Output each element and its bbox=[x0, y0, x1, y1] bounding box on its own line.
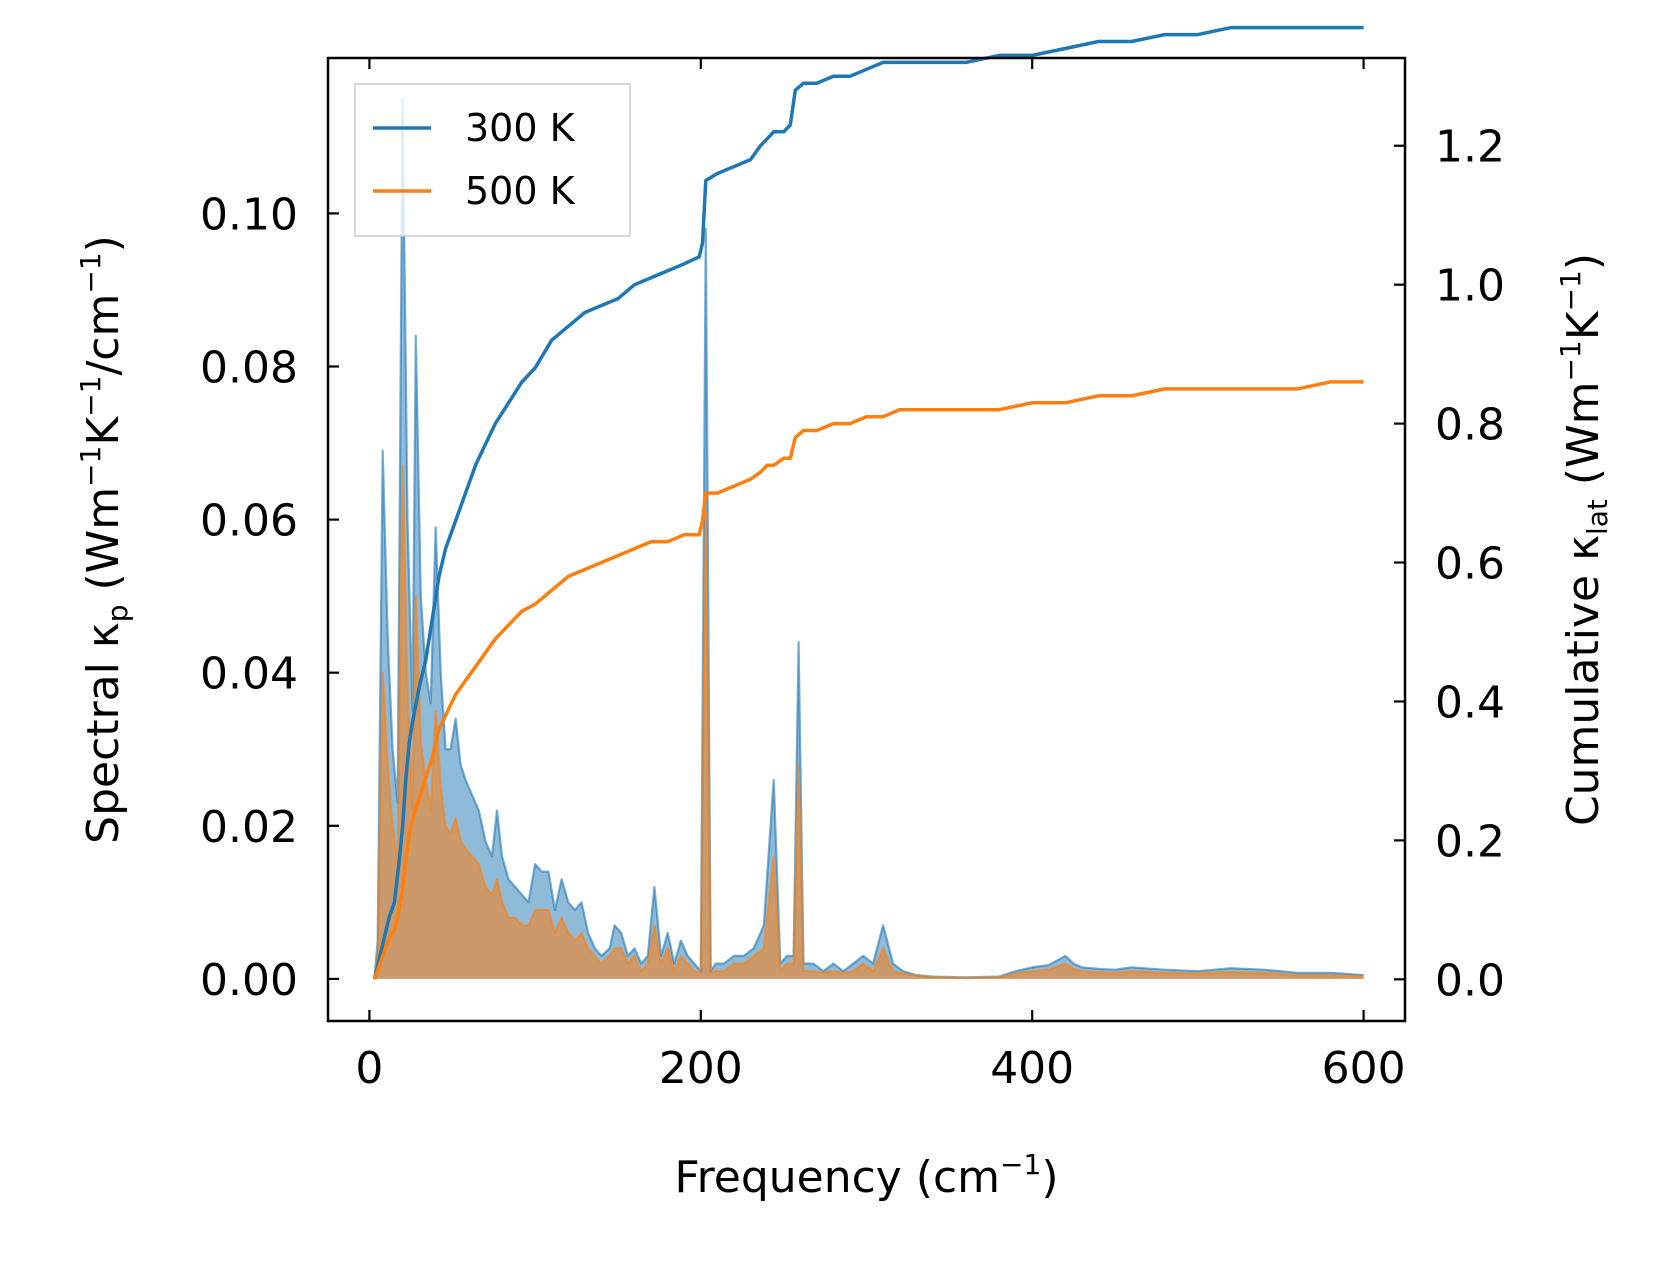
y-axis-left-title-part: K bbox=[78, 416, 129, 446]
y-right-tick-label: 0.0 bbox=[1435, 955, 1505, 1006]
y-axis-left-title-part: −1 bbox=[74, 446, 107, 487]
legend-label-300k: 300 K bbox=[465, 106, 576, 150]
cumulative-line-500k bbox=[372, 380, 1364, 980]
y-axis-left-title-part: −1 bbox=[74, 376, 107, 417]
spectral-fill-layer bbox=[374, 98, 1364, 979]
x-axis-title-sup: −1 bbox=[1000, 1148, 1041, 1181]
y-axis-right-title-part: K bbox=[1558, 310, 1609, 340]
y-left-tick-label: 0.10 bbox=[200, 189, 298, 240]
x-tick-label: 200 bbox=[659, 1043, 743, 1094]
y-left-tick-label: 0.06 bbox=[200, 496, 298, 547]
x-tick-label: 400 bbox=[990, 1043, 1074, 1094]
y-axis-right-title-part: Cumulative κ bbox=[1558, 535, 1609, 826]
x-tick-label: 600 bbox=[1322, 1043, 1406, 1094]
y-axis-left-title: Spectral κp (Wm−1K−1/cm−1) bbox=[74, 235, 134, 844]
axis-tick-labels: 0 200 400 600 0.00 0.02 0.04 0.06 0.08 0.10 0.0 0.2… bbox=[200, 122, 1505, 1094]
y-axis-right-title-part: ) bbox=[1558, 253, 1609, 270]
y-axis-right-title-part: lat bbox=[1581, 499, 1614, 535]
y-axis-right-title-part: −1 bbox=[1554, 340, 1587, 381]
y-right-tick-label: 1.2 bbox=[1435, 122, 1505, 173]
y-axis-left-title-part: p bbox=[101, 604, 134, 622]
spectral-line-500k bbox=[373, 464, 1364, 980]
y-axis-right-title: Cumulative κlat (Wm−1K−1) bbox=[1554, 253, 1614, 826]
y-right-tick-label: 0.6 bbox=[1435, 539, 1505, 590]
cumulative-line-layer bbox=[372, 25, 1364, 980]
y-axis-left-title-part: /cm bbox=[78, 294, 129, 376]
legend-label-500k: 500 K bbox=[465, 169, 576, 213]
spectral-line-layer bbox=[373, 97, 1364, 980]
legend: 300 K 500 K bbox=[354, 83, 631, 237]
x-axis-title: Frequency (cm−1) bbox=[675, 1148, 1059, 1203]
spectral-area-500k bbox=[374, 466, 1364, 979]
y-left-tick-label: 0.02 bbox=[200, 802, 298, 853]
y-right-tick-label: 0.8 bbox=[1435, 400, 1505, 451]
x-axis-title-base: Frequency (cm bbox=[675, 1152, 1001, 1203]
y-right-tick-label: 0.2 bbox=[1435, 816, 1505, 867]
y-left-tick-label: 0.04 bbox=[200, 649, 298, 700]
y-axis-left-title-part: −1 bbox=[74, 252, 107, 293]
axis-ticks bbox=[328, 58, 1405, 1021]
y-axis-left-title-part: ) bbox=[78, 235, 129, 252]
y-axis-right-title-part: −1 bbox=[1554, 270, 1587, 311]
plot-frame bbox=[326, 56, 1407, 1023]
y-axis-left-title-part: Spectral κ bbox=[78, 622, 129, 844]
x-axis-title-end: ) bbox=[1041, 1152, 1058, 1203]
y-right-tick-label: 1.0 bbox=[1435, 261, 1505, 312]
legend-box bbox=[354, 83, 631, 237]
cumulative-line-300k bbox=[372, 25, 1364, 980]
x-tick-label: 0 bbox=[355, 1043, 383, 1094]
y-axis-right-title-part: (Wm bbox=[1558, 382, 1609, 500]
y-right-tick-label: 0.4 bbox=[1435, 677, 1505, 728]
y-left-tick-label: 0.00 bbox=[200, 955, 298, 1006]
y-axis-left-title-part: (Wm bbox=[78, 487, 129, 605]
y-left-tick-label: 0.08 bbox=[200, 342, 298, 393]
